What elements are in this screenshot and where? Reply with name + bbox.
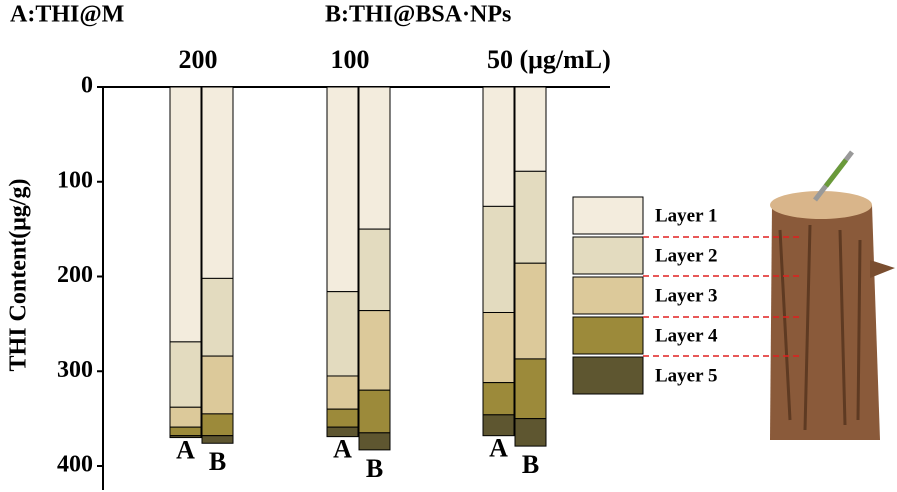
- bar-segment: [201, 277, 234, 357]
- bar-segment: [482, 414, 515, 437]
- bar-label: A: [176, 436, 195, 465]
- legend-swatch: [572, 316, 644, 355]
- bar-segment: [169, 341, 202, 408]
- bar-label: B: [209, 447, 226, 476]
- y-tick-label: 300: [57, 357, 93, 383]
- bar-segment: [326, 408, 359, 428]
- annotation: B:THI@BSA·NPs: [325, 2, 511, 28]
- bar-label: A: [333, 435, 352, 464]
- bar-label: B: [522, 450, 539, 479]
- bar-segment: [326, 291, 359, 377]
- bar-segment: [358, 86, 391, 230]
- bar-segment: [169, 406, 202, 428]
- group-label: 200: [179, 45, 218, 74]
- y-axis-label: THI Content(μg/g): [6, 179, 32, 372]
- bar-segment: [482, 86, 515, 207]
- bar-segment: [358, 389, 391, 434]
- bar-segment: [201, 435, 234, 444]
- legend-swatch: [572, 196, 644, 235]
- legend-swatch: [572, 236, 644, 275]
- bar-segment: [326, 375, 359, 410]
- y-tick-label: 200: [57, 262, 93, 288]
- bar-segment: [201, 86, 234, 279]
- bar-segment: [514, 358, 547, 420]
- bar-segment: [482, 312, 515, 384]
- legend-label: Layer 5: [655, 365, 717, 386]
- annotation: A:THI@M: [10, 2, 124, 28]
- bar-segment: [358, 228, 391, 312]
- bar-segment: [482, 205, 515, 314]
- group-label: 50 (μg/mL): [487, 45, 611, 74]
- bar-segment: [514, 262, 547, 360]
- bar-label: A: [489, 434, 508, 463]
- bar-segment: [482, 382, 515, 416]
- bar-segment: [514, 418, 547, 447]
- y-tick-label: 0: [81, 73, 93, 99]
- y-tick-label: 100: [57, 167, 93, 193]
- bar-segment: [514, 170, 547, 264]
- legend-label: Layer 3: [655, 285, 717, 306]
- group-label: 100: [331, 45, 370, 74]
- legend-label: Layer 2: [655, 245, 717, 266]
- legend-swatch: [572, 356, 644, 395]
- bar-segment: [358, 432, 391, 451]
- tree-image: [770, 150, 895, 440]
- bar-segment: [169, 86, 202, 343]
- bar-segment: [326, 426, 359, 438]
- bar-label: B: [366, 454, 383, 483]
- bar-segment: [514, 86, 547, 172]
- legend-swatch: [572, 276, 644, 315]
- y-tick-label: 400: [57, 452, 93, 478]
- legend-label: Layer 1: [655, 205, 717, 226]
- bar-segment: [201, 355, 234, 415]
- bar-segment: [169, 435, 202, 439]
- legend-label: Layer 4: [655, 325, 718, 346]
- bar-segment: [326, 86, 359, 293]
- bar-segment: [201, 413, 234, 437]
- bar-segment: [358, 310, 391, 391]
- bar-segment: [169, 426, 202, 437]
